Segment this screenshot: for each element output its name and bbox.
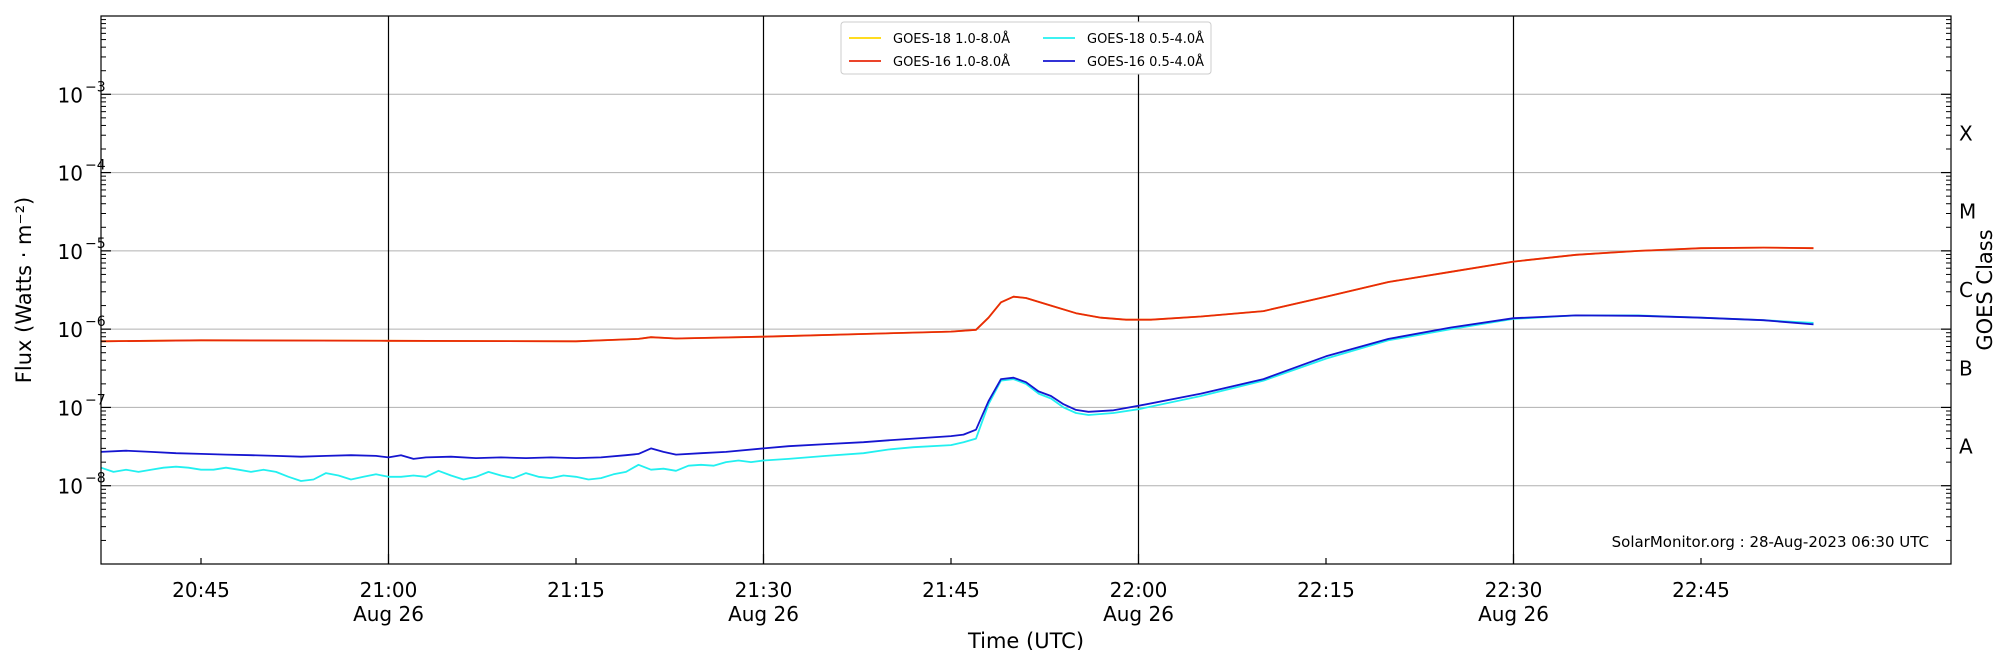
series-layer [100,246,1814,482]
y-tick-label: 10 [58,475,83,499]
x-tick-label-time: 22:00 [1110,578,1168,602]
legend-label: GOES-16 0.5-4.0Å [1087,54,1204,70]
y-tick-label: 10 [58,396,83,420]
legend-label: GOES-16 1.0-8.0Å [893,54,1010,70]
y-tick-exponent: −7 [85,392,106,408]
goes-class-label: A [1959,435,1973,459]
x-tick-label-time: 20:45 [172,578,230,602]
goes-class-label: M [1959,200,1976,224]
y-tick-exponent: −6 [85,314,106,330]
x-tick-label-time: 21:15 [547,578,605,602]
y-tick-labels: 10−810−710−610−510−410−3 [58,79,106,498]
y-tick-label: 10 [58,162,83,186]
series-line [100,246,1814,343]
x-tick-label-time: 21:00 [360,578,418,602]
y-tick-exponent: −8 [85,471,106,487]
x-tick-label-date: Aug 26 [353,602,424,626]
x-tick-label-time: 22:30 [1485,578,1543,602]
goes-class-label: B [1959,356,1973,380]
y-tick-exponent: −5 [85,236,106,252]
y-tick-label: 10 [58,240,83,264]
legend-label: GOES-18 0.5-4.0Å [1087,31,1204,47]
legend: GOES-18 1.0-8.0Å GOES-16 1.0-8.0Å GOES-18 … [840,21,1212,75]
goes-class-label: X [1959,121,1973,145]
axis-ticks [101,19,1951,564]
legend-label: GOES-18 1.0-8.0Å [893,31,1010,47]
x-tick-label-time: 21:30 [735,578,793,602]
x-tick-label-date: Aug 26 [728,602,799,626]
credit-text: SolarMonitor.org : 28-Aug-2023 06:30 UTC [1612,533,1929,551]
x-tick-label-date: Aug 26 [1103,602,1174,626]
goes-class-label: C [1959,278,1973,302]
y-tick-label: 10 [58,83,83,107]
x-tick-label-date: Aug 26 [1478,602,1549,626]
series-line [100,246,1814,343]
x-axis-title: Time (UTC) [967,629,1084,650]
goes-class-labels: A B C M X [1959,121,1976,458]
y-axis-title: Flux (Watts · m⁻²) [12,197,36,383]
y-tick-label: 10 [58,318,83,342]
y-tick-exponent: −4 [85,158,106,174]
plot-frame [100,15,1952,565]
x-tick-label-time: 22:15 [1297,578,1355,602]
series-line [100,314,1814,460]
major-time-lines [387,16,1515,564]
legend-box [840,21,1212,75]
x-tick-label-time: 22:45 [1672,578,1730,602]
y-tick-exponent: −3 [85,79,106,95]
x-tick-label-time: 21:45 [922,578,980,602]
grid-layer [101,93,1951,487]
goes-class-axis-title: GOES Class [1973,229,1997,350]
series-line [100,314,1814,482]
